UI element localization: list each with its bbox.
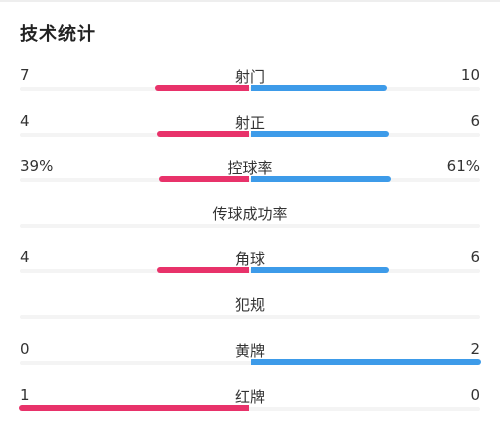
home-bar [157,267,249,273]
stat-row: 4 角球 6 [0,248,500,294]
stat-label: 传球成功率 [212,205,288,223]
home-value: 4 [20,248,30,266]
away-value: 61% [446,157,480,175]
home-value: 4 [20,112,30,130]
away-bar [251,267,389,273]
stat-label: 黄牌 [234,342,265,360]
stat-row: 4 射正 6 [0,112,500,158]
stat-label: 犯规 [234,296,265,314]
stat-track [20,361,480,365]
away-value: 2 [470,340,480,358]
stat-label: 红牌 [234,388,265,406]
stat-track [20,87,480,91]
home-value: 7 [20,66,30,84]
top-divider [0,0,500,2]
stat-row: 7 射门 10 [0,66,500,112]
stat-track [20,178,480,182]
home-value: 1 [20,386,30,404]
home-bar [19,405,249,411]
stat-track [20,315,480,319]
away-value: 6 [470,248,480,266]
stat-track [20,133,480,137]
stat-label: 角球 [234,250,265,268]
stat-track [20,269,480,273]
stat-track [20,224,480,228]
away-value: 6 [470,112,480,130]
stat-label: 控球率 [227,159,273,177]
away-bar [251,85,387,91]
home-bar [159,176,249,182]
stat-row: 39% 控球率 61% [0,157,500,203]
away-value: 10 [460,66,480,84]
stat-track [20,407,480,411]
home-value: 39% [20,157,54,175]
away-bar [251,359,481,365]
stat-row: 传球成功率 [0,203,500,249]
section-title: 技术统计 [20,24,96,45]
stat-row: 犯规 [0,294,500,340]
stat-label: 射门 [234,68,265,86]
away-bar [251,131,389,137]
home-bar [157,131,249,137]
away-value: 0 [470,386,480,404]
away-bar [251,176,391,182]
stat-row: 0 黄牌 2 [0,340,500,386]
stat-row: 1 红牌 0 [0,386,500,432]
stat-label: 射正 [234,114,265,132]
home-bar [155,85,249,91]
home-value: 0 [20,340,30,358]
